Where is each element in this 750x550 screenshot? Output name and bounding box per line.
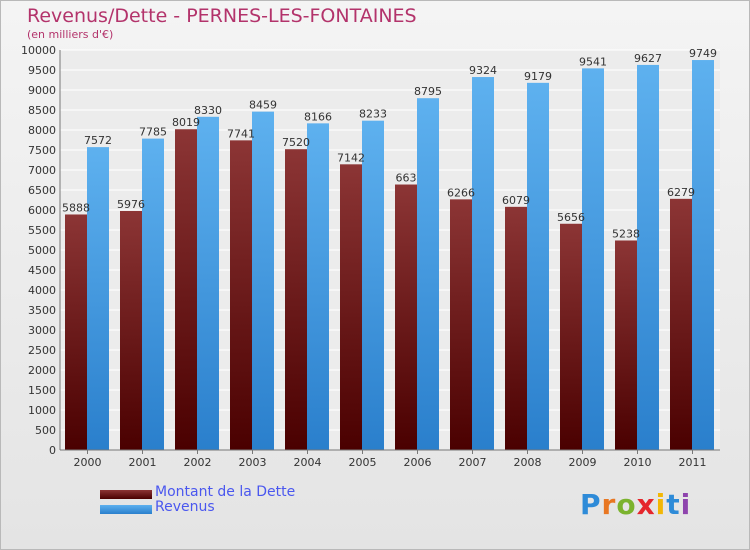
y-tick-label: 2000 — [28, 364, 56, 377]
bar-revenue — [692, 60, 714, 450]
data-label-revenue: 7572 — [84, 134, 112, 147]
x-tick-label: 2010 — [624, 456, 652, 469]
y-tick-label: 9000 — [28, 84, 56, 97]
data-label-debt: 5656 — [557, 211, 585, 224]
y-tick-label: 6000 — [28, 204, 56, 217]
x-tick-label: 2008 — [514, 456, 542, 469]
data-label-debt: 5888 — [62, 201, 90, 214]
x-tick-label: 2002 — [184, 456, 212, 469]
y-tick-label: 7000 — [28, 164, 56, 177]
legend-swatch-revenue — [100, 505, 152, 514]
data-label-debt: 6279 — [667, 186, 695, 199]
legend-label-debt: Montant de la Dette — [155, 484, 296, 500]
data-label-debt: 5976 — [117, 198, 145, 211]
proxiti-logo: Proxiti — [580, 488, 691, 521]
bar-debt — [230, 140, 252, 451]
bar-debt — [120, 210, 142, 450]
x-tick-label: 2000 — [74, 456, 102, 469]
bar-revenue — [362, 120, 384, 451]
data-label-revenue: 9749 — [689, 47, 717, 60]
bar-debt — [175, 129, 197, 451]
x-tick-label: 2007 — [459, 456, 487, 469]
data-label-revenue: 8795 — [414, 85, 442, 98]
legend-label-revenue: Revenus — [155, 499, 215, 515]
bar-debt — [450, 199, 472, 450]
data-label-revenue: 8166 — [304, 110, 332, 123]
y-tick-label: 1000 — [28, 404, 56, 417]
x-tick-label: 2011 — [679, 456, 707, 469]
data-label-revenue: 9324 — [469, 64, 497, 77]
y-tick-label: 4500 — [28, 264, 56, 277]
bar-debt — [340, 164, 362, 450]
chart-subtitle: (en milliers d'€) — [27, 28, 114, 41]
logo-letter: i — [655, 488, 667, 521]
y-tick-label: 0 — [49, 444, 56, 457]
bar-revenue — [417, 98, 439, 450]
data-label-revenue: 9541 — [579, 55, 607, 68]
y-tick-label: 5500 — [28, 224, 56, 237]
bar-revenue — [637, 64, 659, 451]
chart-title: Revenus/Dette - PERNES-LES-FONTAINES — [27, 5, 417, 27]
data-label-debt: 8019 — [172, 116, 200, 129]
y-tick-label: 8500 — [28, 104, 56, 117]
bar-debt — [395, 184, 417, 450]
data-label-debt: 663 — [396, 172, 417, 185]
bar-revenue — [197, 116, 219, 451]
bar-revenue — [252, 111, 274, 450]
bar-debt — [560, 223, 582, 450]
bar-revenue — [472, 77, 494, 450]
data-label-debt: 6266 — [447, 186, 475, 199]
data-label-revenue: 8330 — [194, 104, 222, 117]
x-tick-label: 2006 — [404, 456, 432, 469]
y-tick-label: 2500 — [28, 344, 56, 357]
y-tick-label: 10000 — [21, 44, 56, 57]
data-label-revenue: 8233 — [359, 108, 387, 121]
y-tick-label: 6500 — [28, 184, 56, 197]
data-label-debt: 7520 — [282, 136, 310, 149]
bar-revenue — [582, 68, 604, 451]
bar-debt — [615, 240, 637, 450]
y-tick-label: 7500 — [28, 144, 56, 157]
x-tick-label: 2001 — [129, 456, 157, 469]
logo-letter: r — [601, 488, 617, 521]
y-tick-label: 3000 — [28, 324, 56, 337]
bar-revenue — [142, 138, 164, 450]
y-tick-label: 8000 — [28, 124, 56, 137]
x-tick-label: 2009 — [569, 456, 597, 469]
data-label-debt: 7741 — [227, 127, 255, 140]
y-tick-label: 5000 — [28, 244, 56, 257]
logo-letter: x — [636, 488, 656, 521]
data-label-revenue: 9627 — [634, 52, 662, 65]
data-label-revenue: 9179 — [524, 70, 552, 83]
data-label-debt: 7142 — [337, 151, 365, 164]
data-label-debt: 6079 — [502, 194, 530, 207]
y-tick-label: 1500 — [28, 384, 56, 397]
x-tick-label: 2003 — [239, 456, 267, 469]
legend-swatch-debt — [100, 490, 152, 499]
bar-debt — [670, 198, 692, 450]
bar-debt — [285, 149, 307, 450]
bar-debt — [505, 206, 527, 450]
bar-debt — [65, 214, 87, 450]
y-tick-label: 4000 — [28, 284, 56, 297]
bar-revenue — [307, 123, 329, 451]
logo-letter: o — [616, 488, 637, 521]
y-tick-label: 3500 — [28, 304, 56, 317]
bar-revenue — [87, 147, 109, 450]
logo-letter: t — [666, 488, 681, 521]
bar-revenue — [527, 82, 549, 450]
y-tick-label: 500 — [35, 424, 56, 437]
x-tick-label: 2004 — [294, 456, 322, 469]
y-tick-label: 9500 — [28, 64, 56, 77]
data-label-revenue: 7785 — [139, 126, 167, 139]
logo-letter: P — [580, 488, 602, 521]
data-label-revenue: 8459 — [249, 99, 277, 112]
x-tick-label: 2005 — [349, 456, 377, 469]
data-label-debt: 5238 — [612, 227, 640, 240]
logo-letter: i — [680, 488, 692, 521]
